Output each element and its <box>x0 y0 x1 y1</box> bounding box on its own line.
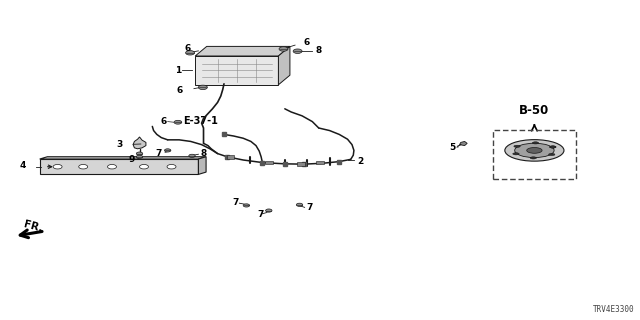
Circle shape <box>279 47 288 51</box>
Ellipse shape <box>514 145 520 148</box>
Text: 7: 7 <box>306 204 312 212</box>
Circle shape <box>136 152 143 155</box>
Ellipse shape <box>515 143 554 157</box>
Text: 9: 9 <box>128 156 134 164</box>
Ellipse shape <box>532 142 539 144</box>
Text: 3: 3 <box>116 140 123 149</box>
Text: 8: 8 <box>201 149 207 158</box>
Circle shape <box>296 203 303 206</box>
Text: 6: 6 <box>304 38 310 47</box>
Text: 2: 2 <box>357 157 364 166</box>
Circle shape <box>266 209 272 212</box>
Polygon shape <box>460 141 467 146</box>
Circle shape <box>243 204 250 207</box>
Polygon shape <box>40 157 206 159</box>
Text: 5: 5 <box>449 143 456 152</box>
Text: 4: 4 <box>19 161 26 170</box>
Circle shape <box>293 49 302 53</box>
Bar <box>493 130 576 179</box>
Ellipse shape <box>505 140 564 161</box>
Bar <box>227 155 234 159</box>
Text: 6: 6 <box>160 117 166 126</box>
Bar <box>297 162 305 166</box>
Text: 7: 7 <box>155 149 161 158</box>
Circle shape <box>79 164 88 169</box>
Polygon shape <box>40 159 198 174</box>
Circle shape <box>186 51 195 55</box>
Text: 8: 8 <box>316 46 322 55</box>
Circle shape <box>140 164 148 169</box>
Polygon shape <box>195 56 278 85</box>
Circle shape <box>136 155 143 158</box>
Text: 6: 6 <box>176 86 182 95</box>
Text: B-50: B-50 <box>519 104 550 117</box>
Circle shape <box>198 85 207 90</box>
Circle shape <box>189 154 195 157</box>
Polygon shape <box>198 157 206 174</box>
Text: 6: 6 <box>184 44 191 53</box>
Text: TRV4E3300: TRV4E3300 <box>593 305 635 314</box>
Ellipse shape <box>530 157 536 159</box>
Ellipse shape <box>548 153 555 156</box>
Ellipse shape <box>550 146 556 148</box>
Circle shape <box>164 149 171 152</box>
Polygon shape <box>133 137 146 149</box>
Polygon shape <box>278 46 290 85</box>
Text: FR.: FR. <box>22 219 44 234</box>
Ellipse shape <box>513 153 519 155</box>
Bar <box>316 161 324 164</box>
Circle shape <box>53 164 62 169</box>
Polygon shape <box>195 46 290 56</box>
Text: 7: 7 <box>232 198 239 207</box>
Circle shape <box>174 120 182 124</box>
Circle shape <box>108 164 116 169</box>
Ellipse shape <box>527 148 542 153</box>
Ellipse shape <box>550 146 556 148</box>
Text: 7: 7 <box>257 210 264 219</box>
Circle shape <box>167 164 176 169</box>
Text: 1: 1 <box>175 66 182 75</box>
Bar <box>265 161 273 164</box>
Text: E-37-1: E-37-1 <box>183 116 218 126</box>
